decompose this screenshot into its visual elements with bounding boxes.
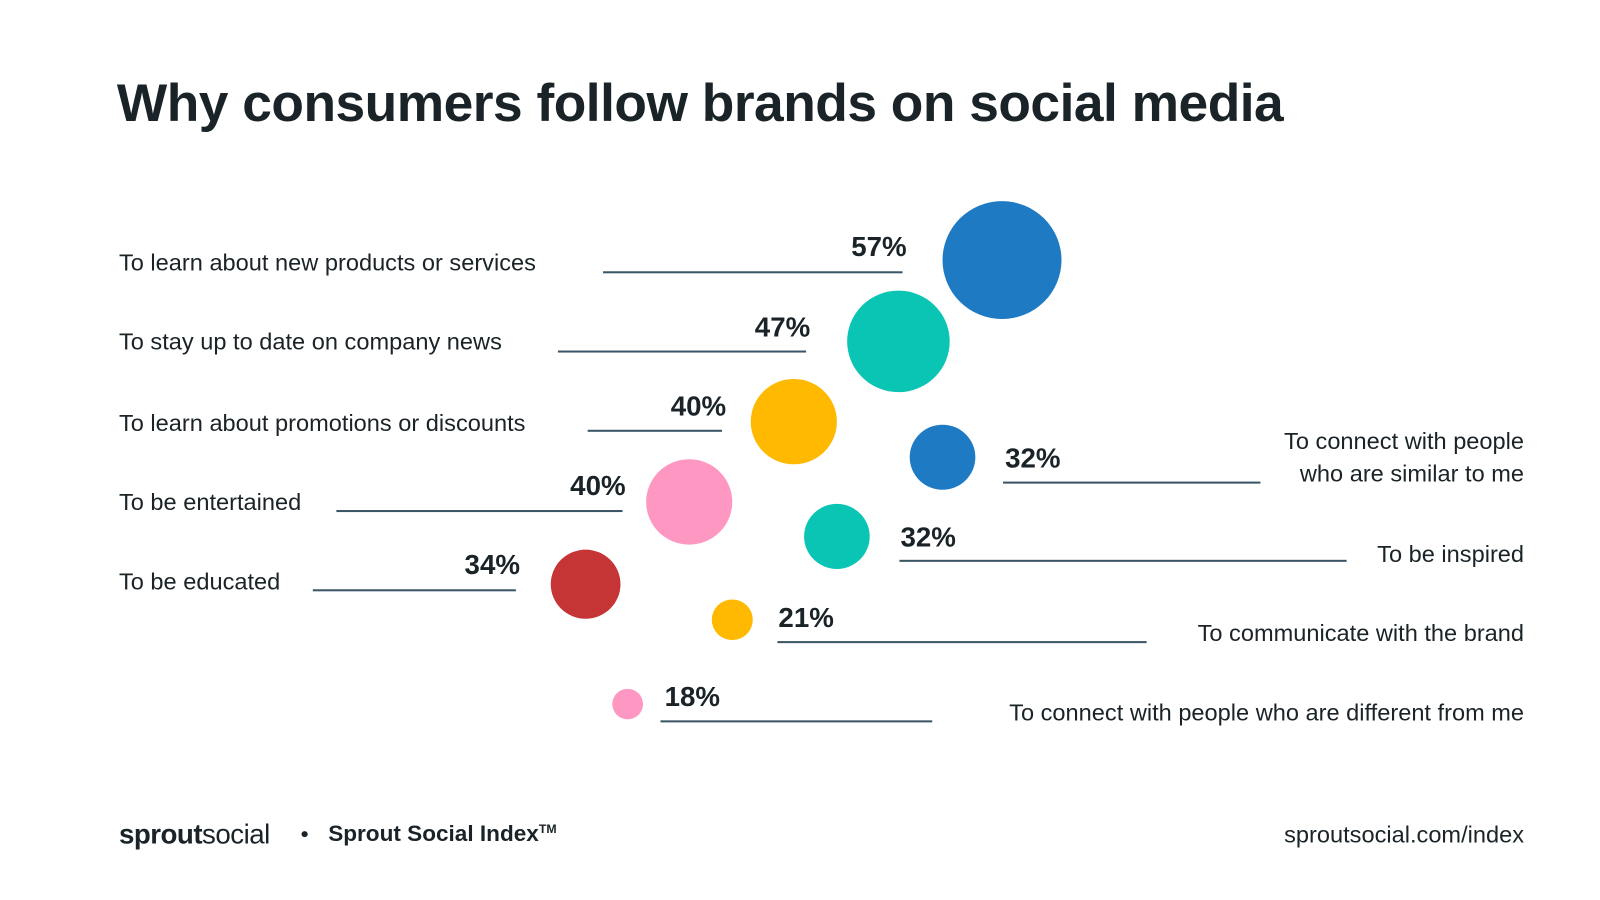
source-url: sproutsocial.com/index <box>1284 820 1525 848</box>
category-label: To be inspired <box>1377 540 1525 567</box>
category-label: To learn about new products or services <box>118 248 536 276</box>
leader-line <box>587 429 723 432</box>
bubble <box>942 201 1062 320</box>
value-label: 18% <box>664 681 721 713</box>
value-label: 47% <box>754 311 811 343</box>
category-label: To stay up to date on company news <box>118 328 502 355</box>
value-label: 40% <box>570 470 626 501</box>
value-label: 32% <box>1005 442 1061 474</box>
leader-line <box>1003 481 1261 484</box>
category-label-line: who are similar to me <box>1299 460 1525 487</box>
logo-bold-text: sprout <box>118 818 203 850</box>
separator-dot <box>301 831 308 838</box>
value-label: 21% <box>778 602 834 633</box>
bubble <box>612 688 644 720</box>
category-label: To learn about promotions or discounts <box>118 409 526 436</box>
category-label: To be entertained <box>118 488 302 516</box>
bubble <box>847 290 950 393</box>
leader-line <box>660 720 933 722</box>
category-label: To connect with people who are different… <box>1009 699 1525 726</box>
value-label: 32% <box>900 522 956 553</box>
index-label: Sprout Social IndexTM <box>328 821 556 847</box>
bubble <box>909 424 976 490</box>
bubble <box>550 549 621 619</box>
chart-title: Why consumers follow brands on social me… <box>116 74 1284 134</box>
category-label-line: To connect with people <box>1284 427 1525 455</box>
bubble <box>750 378 837 465</box>
leader-line <box>777 641 1147 643</box>
value-label: 40% <box>670 391 727 422</box>
leader-line <box>603 271 903 273</box>
leader-line <box>336 510 623 512</box>
category-label: To be educated <box>118 567 281 595</box>
bubble <box>711 599 753 641</box>
bubble <box>804 503 870 569</box>
trademark: TM <box>538 821 557 836</box>
leader-line <box>312 589 516 591</box>
sprout-social-logo: sproutsocial <box>119 819 270 850</box>
bubble <box>646 459 733 545</box>
category-label: To communicate with the brand <box>1197 619 1525 647</box>
value-label: 34% <box>464 549 520 581</box>
leader-line <box>899 559 1347 562</box>
logo-light-text: social <box>202 818 270 850</box>
value-label: 57% <box>851 231 907 263</box>
leader-line <box>557 350 807 353</box>
category-label: To connect with people who are similar to… <box>1284 425 1524 490</box>
index-text: Sprout Social Index <box>328 820 539 847</box>
